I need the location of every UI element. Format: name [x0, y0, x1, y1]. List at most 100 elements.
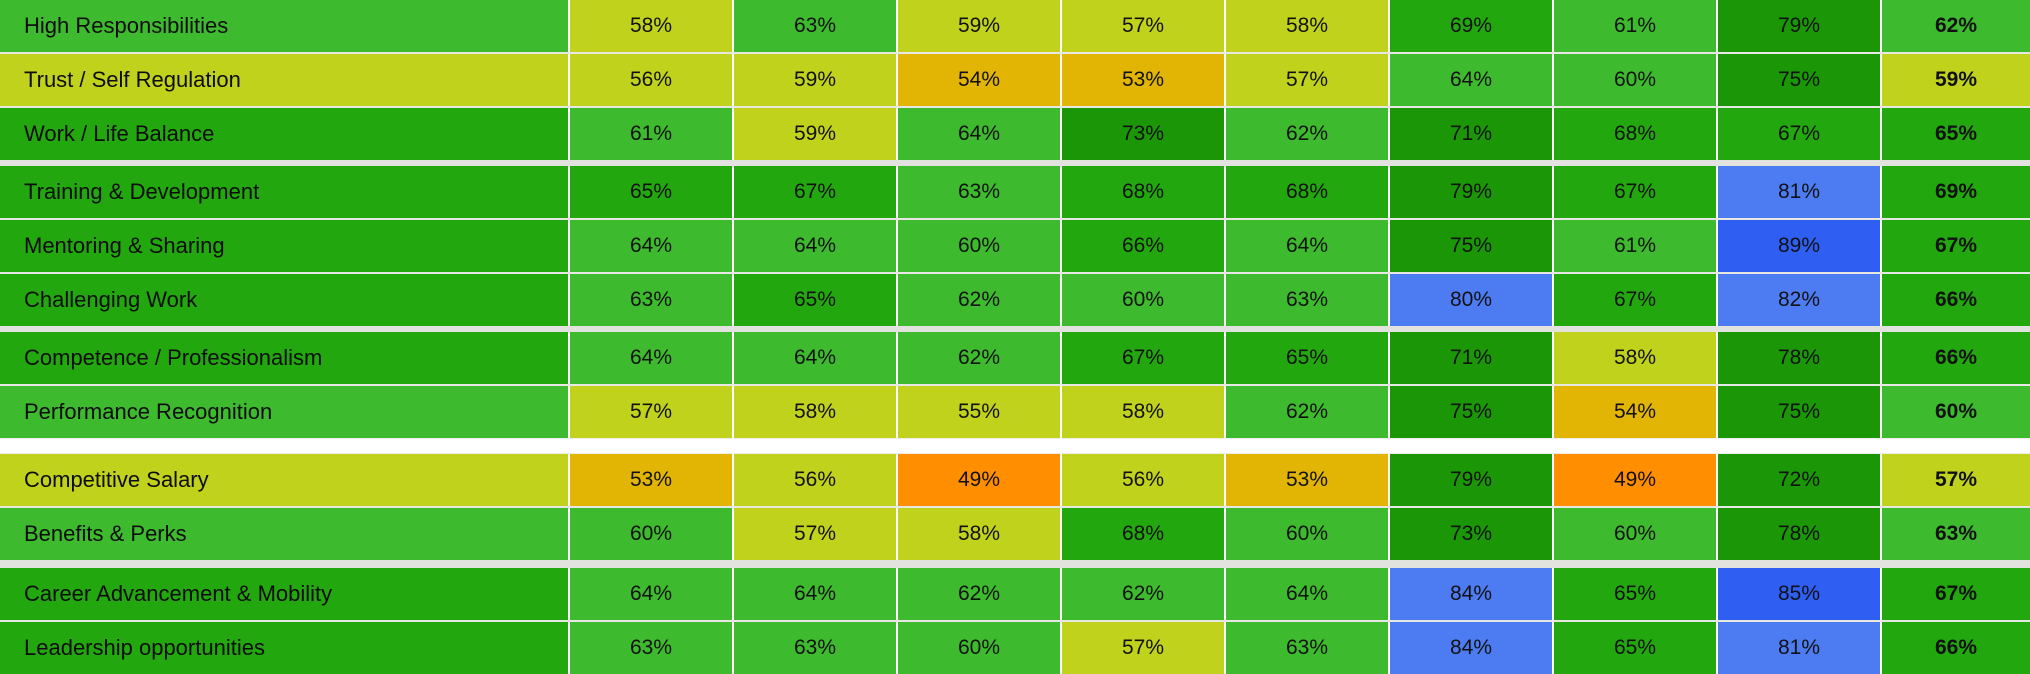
heatmap-cell: 60%	[568, 508, 732, 560]
heatmap-cell: 59%	[732, 54, 896, 106]
heatmap-cell: 56%	[1060, 454, 1224, 506]
heatmap-cell: 62%	[1224, 108, 1388, 160]
heatmap-cell: 64%	[568, 220, 732, 272]
table-row: Competence / Professionalism 64% 64% 62% 67%…	[0, 332, 2030, 384]
heatmap-cell: 57%	[568, 386, 732, 438]
table-row: Challenging Work 63% 65% 62% 60% 63% 80% 67% 82%…	[0, 274, 2030, 326]
table-row: Trust / Self Regulation 56% 59% 54% 53% 57% 64…	[0, 54, 2030, 106]
heatmap-cell-overall: 60%	[1880, 386, 2030, 438]
section-separator	[0, 326, 2030, 332]
heatmap-cell: 67%	[1060, 332, 1224, 384]
table-row: Mentoring & Sharing 64% 64% 60% 66% 64% 75% 61%…	[0, 220, 2030, 272]
heatmap-cell: 57%	[732, 508, 896, 560]
heatmap-cell: 62%	[1224, 386, 1388, 438]
heatmap-cell: 67%	[732, 166, 896, 218]
heatmap-cell: 63%	[896, 166, 1060, 218]
heatmap-cell: 79%	[1388, 454, 1552, 506]
heatmap-cell: 62%	[896, 274, 1060, 326]
heatmap-cell: 68%	[1060, 508, 1224, 560]
row-separator	[0, 272, 2030, 274]
heatmap-cell: 78%	[1716, 508, 1880, 560]
heatmap-cell: 82%	[1716, 274, 1880, 326]
heatmap-cell: 79%	[1716, 0, 1880, 52]
row-label: Training & Development	[0, 166, 568, 218]
row-label: Mentoring & Sharing	[0, 220, 568, 272]
heatmap-cell: 60%	[896, 220, 1060, 272]
heatmap-cell: 60%	[1224, 508, 1388, 560]
heatmap-cell: 75%	[1716, 386, 1880, 438]
heatmap-cell: 84%	[1388, 568, 1552, 620]
table-row: Leadership opportunities 63% 63% 60% 57% 63% 8…	[0, 622, 2030, 674]
major-section-separator	[0, 438, 2030, 454]
heatmap-cell-overall: 57%	[1880, 454, 2030, 506]
heatmap-cell: 63%	[732, 0, 896, 52]
heatmap-cell: 71%	[1388, 332, 1552, 384]
heatmap-cell-overall: 69%	[1880, 166, 2030, 218]
row-separator	[0, 52, 2030, 54]
row-label: Performance Recognition	[0, 386, 568, 438]
table-row: Benefits & Perks 60% 57% 58% 68% 60% 73% 60% 78%…	[0, 508, 2030, 560]
heatmap-cell: 64%	[1224, 220, 1388, 272]
heatmap-cell: 64%	[732, 220, 896, 272]
heatmap-cell: 53%	[1224, 454, 1388, 506]
section-separator	[0, 560, 2030, 568]
heatmap-cell: 53%	[1060, 54, 1224, 106]
heatmap-cell: 57%	[1224, 54, 1388, 106]
heatmap-cell: 63%	[1224, 622, 1388, 674]
row-separator	[0, 506, 2030, 508]
heatmap-cell: 73%	[1388, 508, 1552, 560]
heatmap-cell-overall: 66%	[1880, 274, 2030, 326]
heatmap-cell: 75%	[1388, 386, 1552, 438]
heatmap-cell: 81%	[1716, 622, 1880, 674]
heatmap-cell: 49%	[896, 454, 1060, 506]
row-label: Leadership opportunities	[0, 622, 568, 674]
heatmap-cell: 58%	[1224, 0, 1388, 52]
heatmap-cell: 64%	[568, 332, 732, 384]
heatmap-cell: 64%	[568, 568, 732, 620]
heatmap-cell: 66%	[1060, 220, 1224, 272]
heatmap-cell: 64%	[1388, 54, 1552, 106]
heatmap-cell: 64%	[1224, 568, 1388, 620]
table-row: Work / Life Balance 61% 59% 64% 73% 62% 71% 68%…	[0, 108, 2030, 160]
heatmap-cell: 72%	[1716, 454, 1880, 506]
heatmap-cell-overall: 66%	[1880, 622, 2030, 674]
heatmap-cell: 57%	[1060, 0, 1224, 52]
heatmap-cell: 58%	[896, 508, 1060, 560]
heatmap-cell: 55%	[896, 386, 1060, 438]
heatmap-cell: 89%	[1716, 220, 1880, 272]
section-separator	[0, 160, 2030, 166]
heatmap-cell: 84%	[1388, 622, 1552, 674]
heatmap-cell: 58%	[568, 0, 732, 52]
heatmap-cell-overall: 62%	[1880, 0, 2030, 52]
heatmap-cell: 64%	[896, 108, 1060, 160]
row-separator	[0, 620, 2030, 622]
heatmap-cell: 78%	[1716, 332, 1880, 384]
heatmap-cell: 65%	[568, 166, 732, 218]
heatmap-cell-overall: 63%	[1880, 508, 2030, 560]
heatmap-cell: 61%	[568, 108, 732, 160]
heatmap-cell: 58%	[1060, 386, 1224, 438]
heatmap-cell-overall: 65%	[1880, 108, 2030, 160]
heatmap-cell: 62%	[1060, 568, 1224, 620]
heatmap-cell: 58%	[732, 386, 896, 438]
row-label: Benefits & Perks	[0, 508, 568, 560]
heatmap-cell: 54%	[1552, 386, 1716, 438]
row-label: Challenging Work	[0, 274, 568, 326]
heatmap-cell: 56%	[568, 54, 732, 106]
table-row: Training & Development 65% 67% 63% 68% 68% 79%…	[0, 166, 2030, 218]
heatmap-cell: 63%	[568, 622, 732, 674]
heatmap-cell-overall: 67%	[1880, 568, 2030, 620]
heatmap-cell: 60%	[1552, 54, 1716, 106]
heatmap-cell-overall: 66%	[1880, 332, 2030, 384]
heatmap-cell: 65%	[1224, 332, 1388, 384]
heatmap-cell: 60%	[1060, 274, 1224, 326]
heatmap-cell: 65%	[1552, 622, 1716, 674]
heatmap-cell: 49%	[1552, 454, 1716, 506]
heatmap-cell: 69%	[1388, 0, 1552, 52]
heatmap-cell: 67%	[1552, 166, 1716, 218]
heatmap-cell: 62%	[896, 332, 1060, 384]
heatmap-cell: 81%	[1716, 166, 1880, 218]
heatmap-cell: 71%	[1388, 108, 1552, 160]
heatmap-cell: 75%	[1716, 54, 1880, 106]
